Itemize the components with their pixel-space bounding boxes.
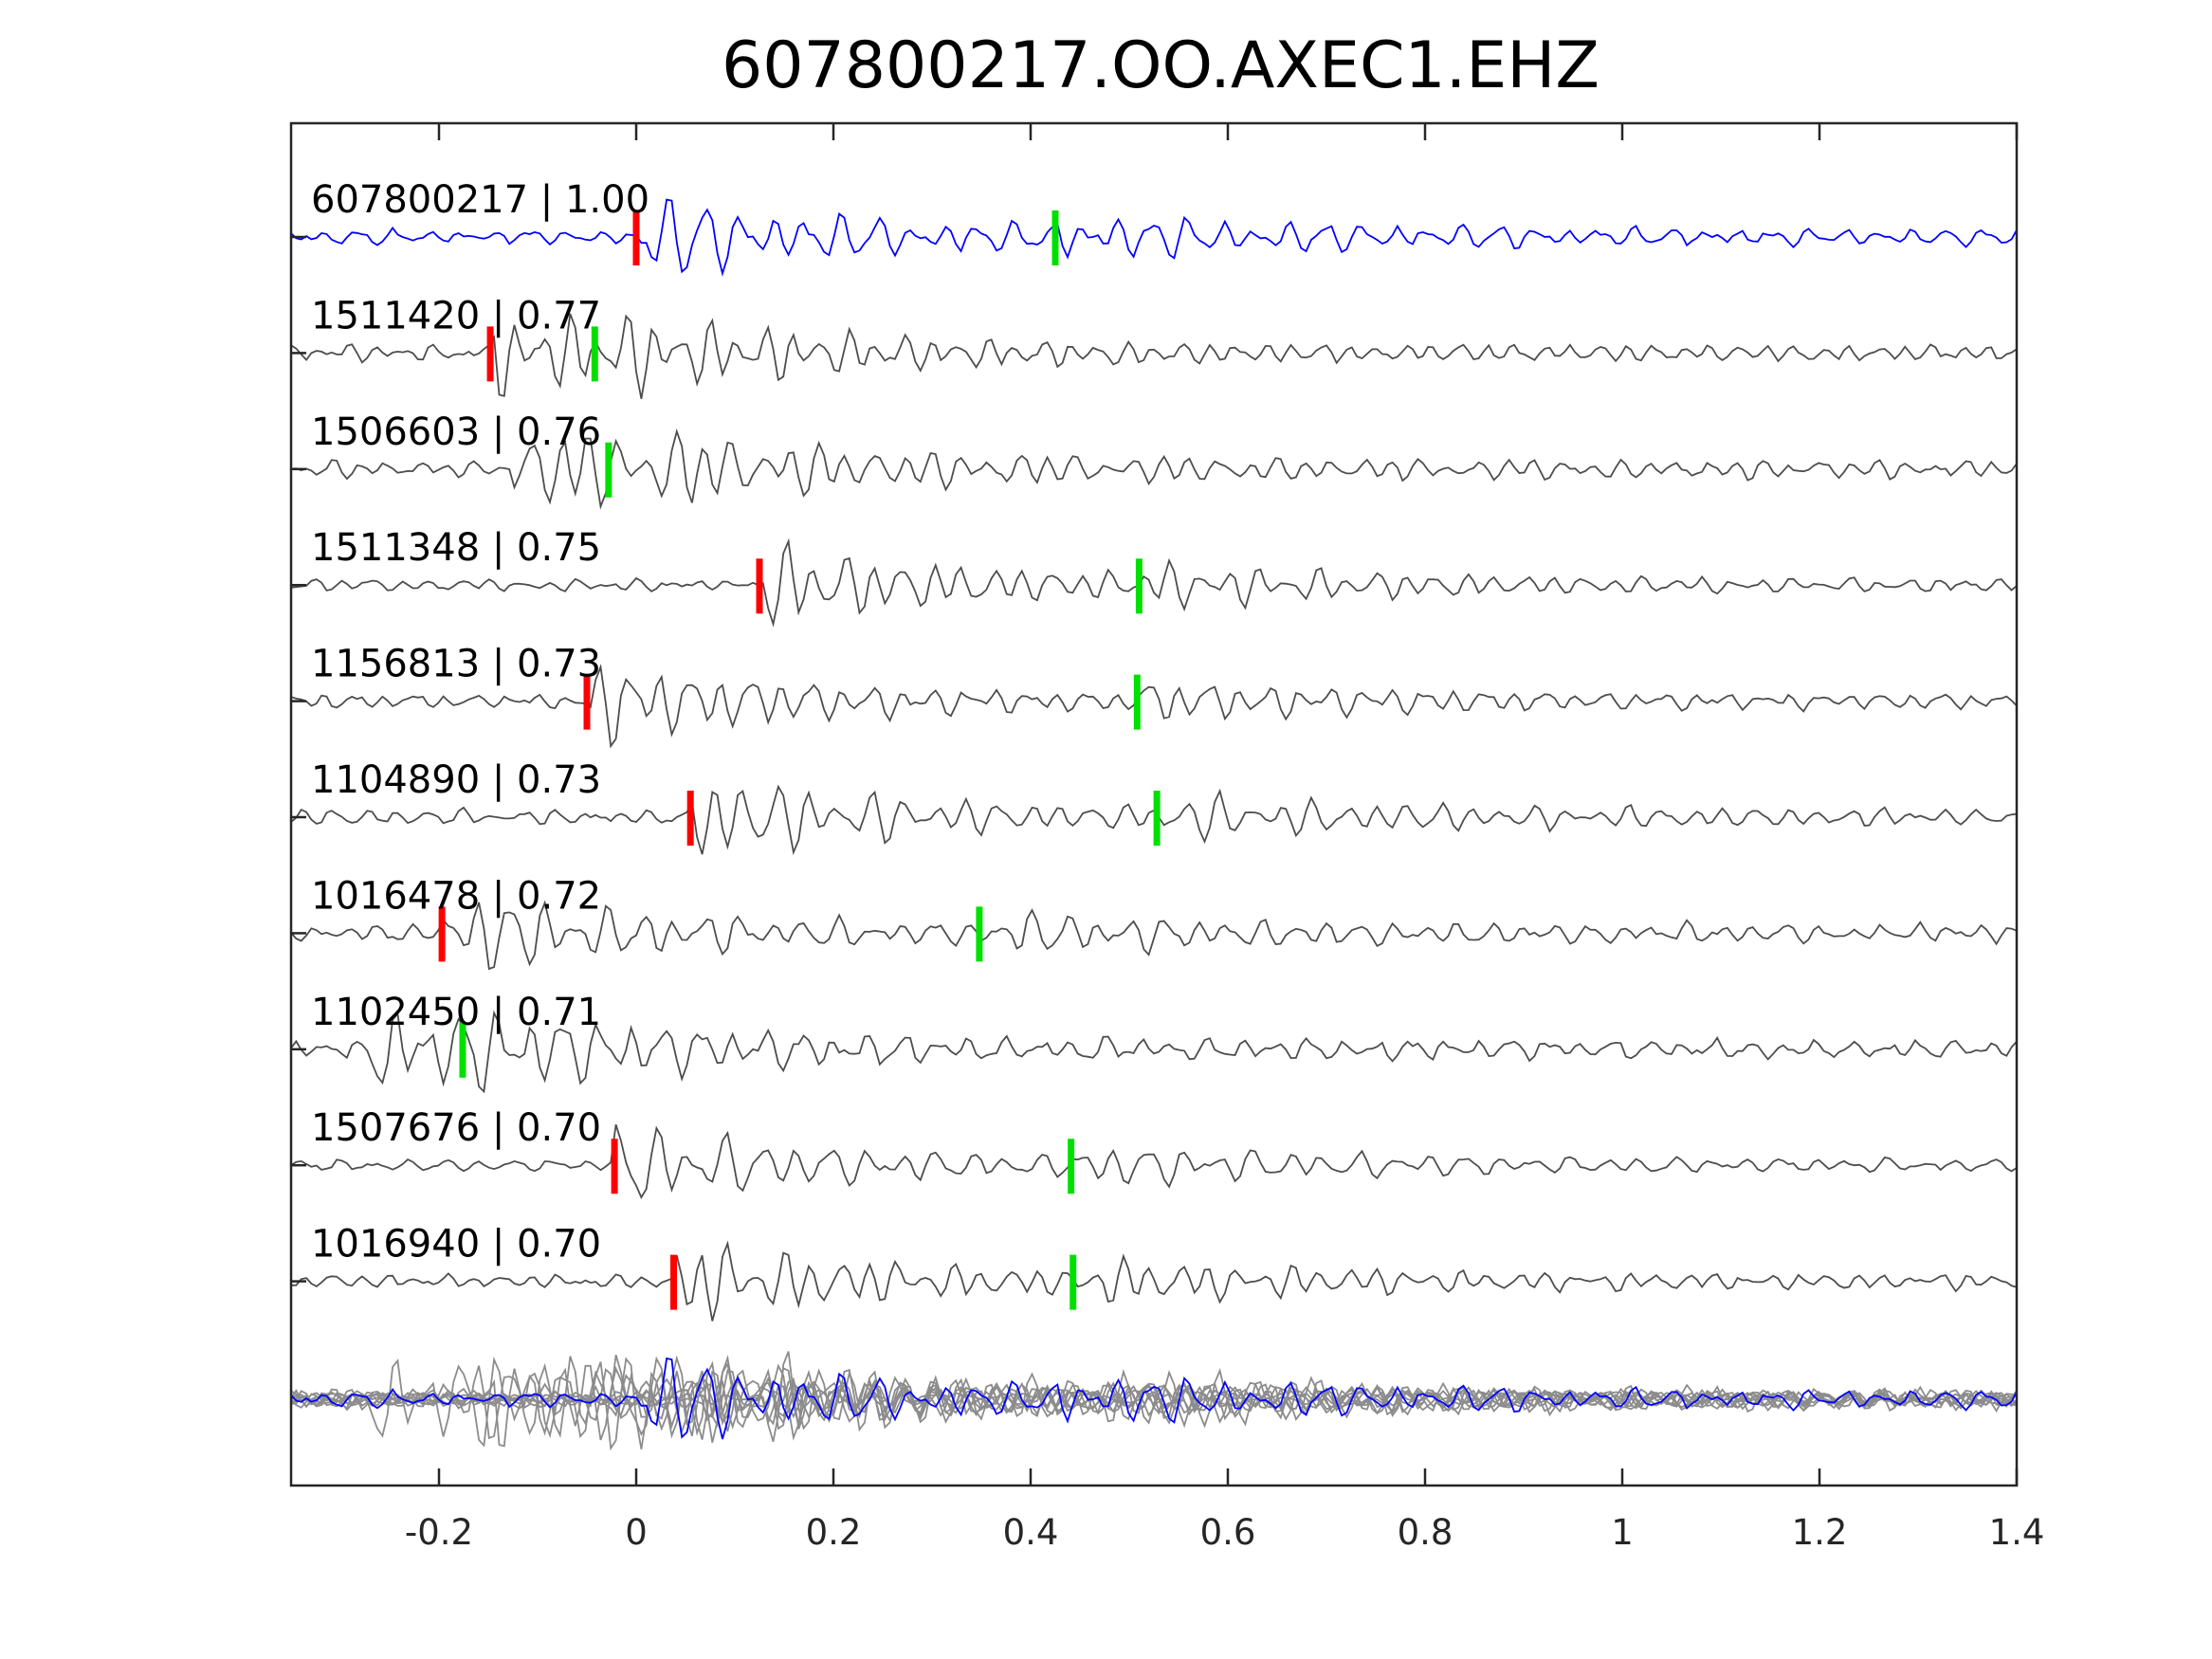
trace-9-waveform <box>290 1240 2018 1322</box>
labels-layer: 607800217 | 1.00 1511420 | 0.77 1506603 | … <box>311 178 649 1267</box>
trace-8-label: 1507676 | 0.70 <box>311 1106 601 1150</box>
trace-2-waveform <box>290 428 2018 510</box>
chart-title: 607800217.OO.AXEC1.EHZ <box>722 28 1600 103</box>
x-tick-label-4: 0.6 <box>1200 1512 1256 1553</box>
stack-reference-waveform <box>290 1357 2018 1440</box>
trace-0-waveform <box>290 198 2018 277</box>
x-tick-label-3: 0.4 <box>1003 1512 1059 1553</box>
trace-6-waveform <box>290 900 2018 971</box>
trace-7-label: 1102450 | 0.71 <box>311 991 601 1034</box>
x-tick-label-6: 1 <box>1611 1512 1634 1553</box>
trace-8-waveform <box>290 1124 2018 1199</box>
plot-frame <box>289 121 2019 1487</box>
trace-3-label: 1511348 | 0.75 <box>311 526 601 570</box>
x-tick-label-1: 0 <box>625 1512 648 1553</box>
trace-5-label: 1104890 | 0.73 <box>311 758 601 802</box>
trace-2-label: 1506603 | 0.76 <box>311 410 601 454</box>
trace-1-label: 1511420 | 0.77 <box>311 294 601 337</box>
trace-4-waveform <box>290 663 2018 749</box>
trace-9-label: 1016940 | 0.70 <box>311 1223 601 1267</box>
traces-layer <box>290 198 2018 1322</box>
x-tick-label-7: 1.2 <box>1792 1512 1848 1553</box>
trace-7-waveform <box>290 1010 2018 1094</box>
trace-1-waveform <box>290 313 2018 399</box>
x-tick-label-2: 0.2 <box>806 1512 862 1553</box>
trace-3-waveform <box>290 538 2018 628</box>
x-tick-label-5: 0.8 <box>1398 1512 1453 1553</box>
x-axis: -0.2 0 0.2 0.4 0.6 0.8 1 1.2 1.4 <box>405 123 2045 1553</box>
trace-4-label: 1156813 | 0.73 <box>311 643 601 686</box>
x-tick-label-8: 1.4 <box>1989 1512 2045 1553</box>
trace-0-label: 607800217 | 1.00 <box>311 178 649 222</box>
x-tick-label-0: -0.2 <box>405 1512 473 1553</box>
stack-layer <box>290 1351 2018 1451</box>
trace-6-label: 1016478 | 0.72 <box>311 874 601 918</box>
